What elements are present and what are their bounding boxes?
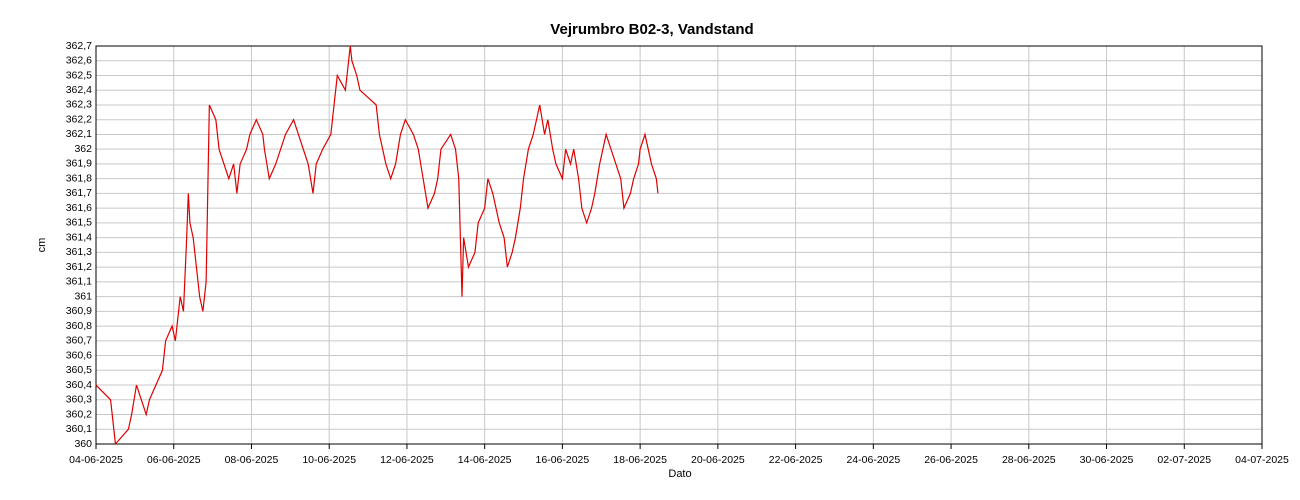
y-tick-label: 361,4 [66, 231, 92, 243]
x-tick-label: 10-06-2025 [302, 454, 356, 466]
y-tick-label: 361 [74, 290, 92, 302]
y-tick-label: 362,2 [66, 113, 92, 125]
y-tick-label: 362,1 [66, 128, 92, 140]
x-tick-label: 18-06-2025 [613, 454, 667, 466]
x-tick-label: 22-06-2025 [769, 454, 823, 466]
y-tick-label: 360,1 [66, 423, 92, 435]
x-tick-label: 04-06-2025 [69, 454, 123, 466]
y-tick-label: 361,3 [66, 246, 92, 258]
y-tick-label: 361,2 [66, 261, 92, 273]
y-axis-label: cm [36, 238, 48, 253]
x-tick-label: 20-06-2025 [691, 454, 745, 466]
x-tick-label: 02-07-2025 [1157, 454, 1211, 466]
x-tick-label: 26-06-2025 [924, 454, 978, 466]
y-tick-label: 360,8 [66, 320, 92, 332]
x-tick-label: 24-06-2025 [846, 454, 900, 466]
y-tick-label: 360 [74, 438, 92, 450]
y-tick-label: 360,4 [66, 379, 92, 391]
y-tick-label: 362,4 [66, 84, 92, 96]
y-tick-label: 361,9 [66, 158, 92, 170]
y-tick-label: 362,3 [66, 99, 92, 111]
y-tick-label: 361,5 [66, 217, 92, 229]
plot-frame [95, 45, 1263, 445]
y-tick-label: 361,8 [66, 172, 92, 184]
y-tick-label: 362 [74, 143, 92, 155]
x-tick-label: 08-06-2025 [225, 454, 279, 466]
y-tick-label: 361,6 [66, 202, 92, 214]
x-tick-label: 12-06-2025 [380, 454, 434, 466]
y-tick-label: 361,1 [66, 276, 92, 288]
y-tick-label: 362,7 [66, 40, 92, 52]
y-tick-label: 360,5 [66, 364, 92, 376]
y-tick-label: 360,3 [66, 394, 92, 406]
x-tick-label: 04-07-2025 [1235, 454, 1289, 466]
x-tick-label: 14-06-2025 [458, 454, 512, 466]
x-axis-label: Dato [668, 468, 691, 480]
y-tick-label: 360,7 [66, 335, 92, 347]
y-tick-label: 361,7 [66, 187, 92, 199]
y-tick-label: 360,9 [66, 305, 92, 317]
x-tick-label: 30-06-2025 [1080, 454, 1134, 466]
chart-title: Vejrumbro B02-3, Vandstand [550, 21, 753, 38]
y-tick-label: 362,6 [66, 55, 92, 67]
y-tick-label: 362,5 [66, 69, 92, 81]
x-tick-label: 06-06-2025 [147, 454, 201, 466]
x-tick-label: 28-06-2025 [1002, 454, 1056, 466]
data-line [95, 45, 659, 446]
y-tick-label: 360,6 [66, 349, 92, 361]
y-tick-label: 360,2 [66, 408, 92, 420]
x-tick-label: 16-06-2025 [536, 454, 590, 466]
